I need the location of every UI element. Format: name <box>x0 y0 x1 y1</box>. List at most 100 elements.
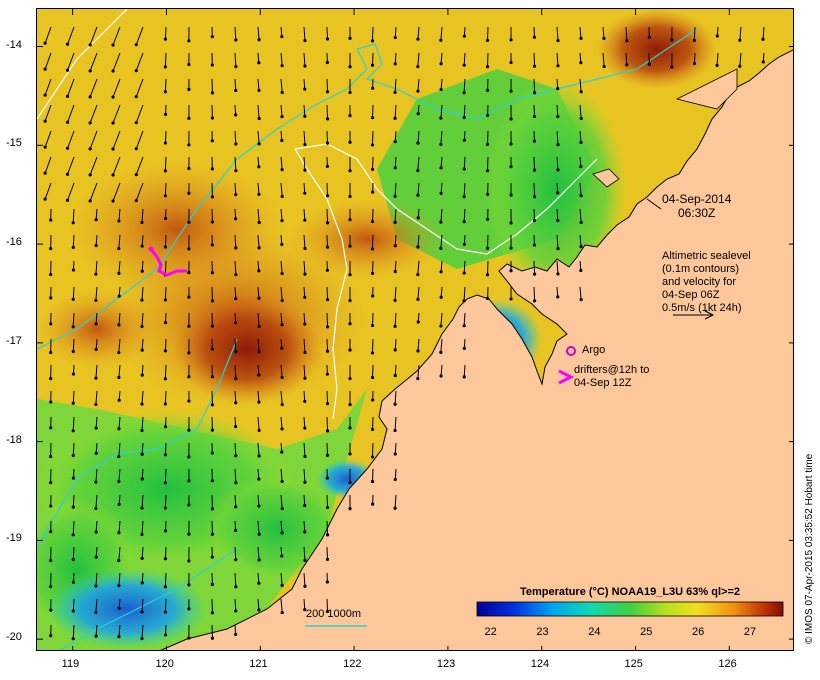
date-label: 04-Sep-2014 <box>662 192 732 206</box>
velocity-arrow <box>141 390 144 405</box>
argo-symbol <box>566 346 576 356</box>
velocity-arrow-head <box>65 120 70 124</box>
velocity-arrow <box>556 104 559 117</box>
altimetry-line-2: (0.1m contours) <box>662 263 740 275</box>
velocity-arrow-head <box>117 583 121 588</box>
velocity-arrow <box>440 78 443 90</box>
velocity-arrow <box>556 156 559 170</box>
velocity-arrow <box>303 182 306 194</box>
velocity-arrow-head <box>187 503 191 507</box>
velocity-arrow-head <box>234 401 238 405</box>
velocity-arrow <box>579 182 582 196</box>
velocity-arrow <box>164 156 167 171</box>
velocity-arrow <box>95 208 98 220</box>
velocity-arrow-head <box>187 428 191 432</box>
velocity-arrow <box>234 312 237 323</box>
velocity-arrow-head <box>439 62 443 66</box>
velocity-arrow-head <box>187 87 191 91</box>
velocity-arrow <box>257 338 260 352</box>
velocity-arrow-head <box>370 116 375 120</box>
velocity-arrow-head <box>210 611 215 615</box>
velocity-arrow-head <box>462 34 466 38</box>
velocity-arrow-head <box>348 452 352 456</box>
lat-tick-label: -17 <box>6 334 22 347</box>
velocity-arrow-head <box>462 346 466 351</box>
velocity-arrow-head <box>49 530 53 534</box>
velocity-arrow <box>602 52 605 67</box>
velocity-arrow-head <box>348 348 352 352</box>
velocity-arrow-head <box>462 115 466 120</box>
lon-tick-label: 126 <box>718 658 737 670</box>
velocity-arrow-head <box>371 502 375 506</box>
velocity-arrow <box>141 260 144 272</box>
velocity-arrow <box>463 182 466 197</box>
velocity-arrow-head <box>439 38 443 42</box>
velocity-arrow <box>72 312 75 327</box>
velocity-arrow-head <box>49 218 53 222</box>
velocity-arrow <box>234 468 237 483</box>
velocity-arrow <box>257 312 260 327</box>
velocity-arrow-head <box>140 244 144 248</box>
velocity-arrow <box>440 286 443 298</box>
velocity-arrow-head <box>462 242 466 246</box>
velocity-arrow <box>72 208 75 223</box>
velocity-arrow-head <box>187 375 191 379</box>
velocity-arrow-head <box>486 192 490 196</box>
velocity-arrow-head <box>187 295 191 299</box>
lat-tick-label: -18 <box>6 433 22 446</box>
lon-tick-label: 120 <box>155 658 174 670</box>
velocity-arrow-head <box>485 246 490 250</box>
velocity-arrow-head <box>117 398 121 402</box>
velocity-arrow-head <box>163 216 168 221</box>
velocity-arrow <box>394 104 397 119</box>
lat-tick-label: -19 <box>6 532 22 545</box>
velocity-arrow-head <box>140 556 144 560</box>
velocity-arrow <box>44 156 52 174</box>
velocity-arrow-head <box>94 243 98 248</box>
velocity-arrow-head <box>393 324 397 329</box>
altimetry-line-4: 04-Sep 06Z <box>662 289 720 301</box>
velocity-arrow-head <box>140 610 144 614</box>
velocity-arrow <box>141 572 144 583</box>
velocity-arrow <box>164 338 167 351</box>
velocity-arrow-head <box>234 297 238 301</box>
velocity-arrow-head <box>393 298 397 302</box>
velocity-arrow-head <box>348 90 352 95</box>
velocity-arrow <box>257 468 260 480</box>
velocity-arrow <box>326 182 329 196</box>
velocity-arrow-head <box>532 64 537 68</box>
velocity-arrow <box>257 130 260 144</box>
velocity-arrow-head <box>393 402 397 406</box>
velocity-arrow <box>112 78 121 98</box>
velocity-arrow-head <box>579 244 583 249</box>
velocity-arrow-head <box>348 377 352 381</box>
velocity-arrow-head <box>163 481 167 485</box>
velocity-arrow <box>394 260 397 272</box>
velocity-arrow <box>303 468 306 483</box>
velocity-arrow-head <box>439 350 443 354</box>
velocity-arrow <box>371 26 374 41</box>
velocity-arrow <box>280 468 283 482</box>
velocity-arrow <box>164 494 167 509</box>
velocity-arrow-head <box>280 531 284 535</box>
velocity-arrow-head <box>625 63 629 67</box>
velocity-arrow-head <box>485 65 490 69</box>
velocity-arrow <box>234 442 237 456</box>
credit-text: © IMOS 07-Apr-2015 03:35:52 Hobart time <box>804 453 815 644</box>
velocity-arrow-head <box>94 402 98 406</box>
velocity-arrow-head <box>257 142 261 146</box>
drifters-line-2: 04-Sep 12Z <box>574 377 632 389</box>
velocity-arrow <box>280 312 283 325</box>
velocity-arrow-head <box>94 584 98 588</box>
velocity-arrow-head <box>163 194 168 198</box>
velocity-arrow-head <box>140 506 144 510</box>
velocity-arrow <box>533 182 536 197</box>
velocity-arrow-head <box>280 242 284 246</box>
velocity-arrow <box>257 546 260 561</box>
velocity-arrow-head <box>370 39 375 43</box>
velocity-arrow <box>625 52 628 65</box>
velocity-arrow-head <box>163 141 168 145</box>
velocity-arrow-head <box>485 273 490 277</box>
velocity-arrow <box>394 156 397 168</box>
velocity-arrow-head <box>439 116 443 120</box>
